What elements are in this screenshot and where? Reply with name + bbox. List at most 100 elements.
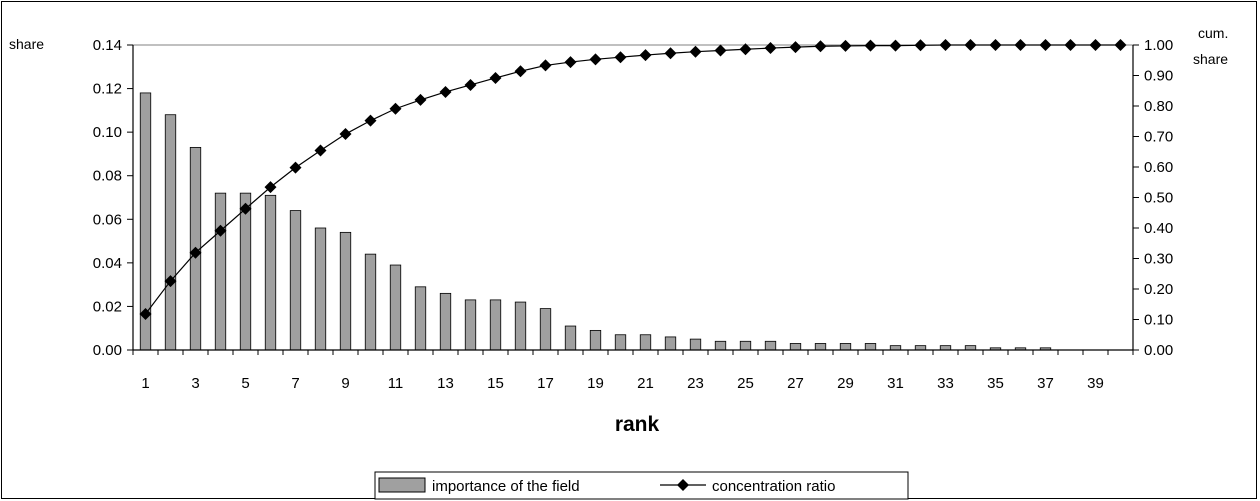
y-tick-label: 0.06 [93,211,122,228]
x-tick-label: 5 [241,375,249,392]
line-point [364,114,377,127]
line-point [764,42,777,55]
bar [764,340,777,351]
bar [864,343,877,351]
bar [464,299,477,351]
y2-tick-label: 0.60 [1144,159,1173,176]
y2-tick-label: 0.70 [1144,129,1173,146]
bar [814,343,827,351]
bar [614,334,627,351]
bar [664,336,677,351]
bar [264,194,277,351]
line-point [964,39,977,51]
line-point [139,308,152,321]
y-axis-label: share [9,36,44,52]
y-tick-label: 0.02 [93,298,122,315]
bar [239,192,252,351]
x-tick-label: 23 [687,375,704,392]
x-tick-label: 29 [837,375,854,392]
line-point [639,49,652,62]
x-tick-label: 1 [141,375,149,392]
bar [414,286,427,351]
bar [689,338,702,351]
y2-axis-label-line1: cum. [1198,25,1228,41]
y2-tick-label: 0.50 [1144,190,1173,207]
x-tick-label: 25 [737,375,754,392]
legend: importance of the field concentration ra… [374,471,909,500]
y-tick-label: 0.04 [93,255,122,272]
bar [489,299,502,351]
bar [964,345,977,351]
x-tick-label: 3 [191,375,199,392]
x-tick-label: 9 [341,375,349,392]
line-point [339,128,352,141]
y2-axis-label-line2: share [1193,51,1228,67]
x-tick-label: 7 [291,375,299,392]
bar [739,340,752,351]
y-tick-label: 0.14 [93,37,122,54]
bar [639,334,652,351]
bar [314,227,327,351]
line-point [389,102,402,115]
bar [939,345,952,351]
line-point [864,39,877,52]
x-tick-label: 17 [537,375,554,392]
y2-tick-label: 0.00 [1144,342,1173,359]
bar [914,345,927,351]
bar [589,329,602,351]
line-point [164,275,177,288]
line-point [289,161,302,174]
line-point [264,181,277,194]
x-tick-label: 33 [937,375,954,392]
line-point [539,59,552,72]
bar [889,345,902,351]
bar [389,264,402,351]
x-tick-label: 39 [1087,375,1104,392]
bar [439,292,452,351]
bar [564,325,577,351]
legend-label-line: concentration ratio [712,478,835,495]
y2-tick-label: 0.40 [1144,220,1173,237]
y-tick-label: 0.08 [93,168,122,185]
bar [339,231,352,351]
bar [164,114,177,351]
y2-tick-label: 0.10 [1144,312,1173,329]
x-tick-label: 21 [637,375,654,392]
legend-line-marker [677,479,689,491]
x-tick-label: 27 [787,375,804,392]
x-tick-label: 31 [887,375,904,392]
axes: 0.00 0.02 0.04 0.06 0.08 0.10 0.12 0.14 0.00 0.10… [93,37,1173,392]
line-point [239,202,252,215]
y-tick-label: 0.10 [93,124,122,141]
bar [289,210,302,351]
line-point [1014,39,1027,51]
line-point [789,41,802,54]
line-point [739,43,752,56]
line-point [814,40,827,53]
line-point [589,53,602,66]
line-point [1064,39,1077,51]
y2-tick-label: 0.90 [1144,68,1173,85]
y2-tick-label: 0.30 [1144,251,1173,268]
line-point [214,224,227,237]
line-point [414,93,427,106]
y-tick-label: 0.12 [93,81,122,98]
line-point [1039,39,1052,51]
line-point [1114,39,1127,51]
bar [539,308,552,351]
bar [364,253,377,351]
bar [839,343,852,351]
line-point [689,45,702,58]
x-tick-label: 15 [487,375,504,392]
bar-series [139,92,1052,351]
line-point [489,71,502,84]
line-point [1089,39,1102,51]
y2-tick-label: 1.00 [1144,37,1173,54]
line-point [189,246,202,259]
line-series [139,39,1127,321]
legend-box [374,471,909,500]
x-axis-title: rank [615,413,660,436]
legend-label-bars: importance of the field [432,478,580,495]
x-tick-label: 13 [437,375,454,392]
